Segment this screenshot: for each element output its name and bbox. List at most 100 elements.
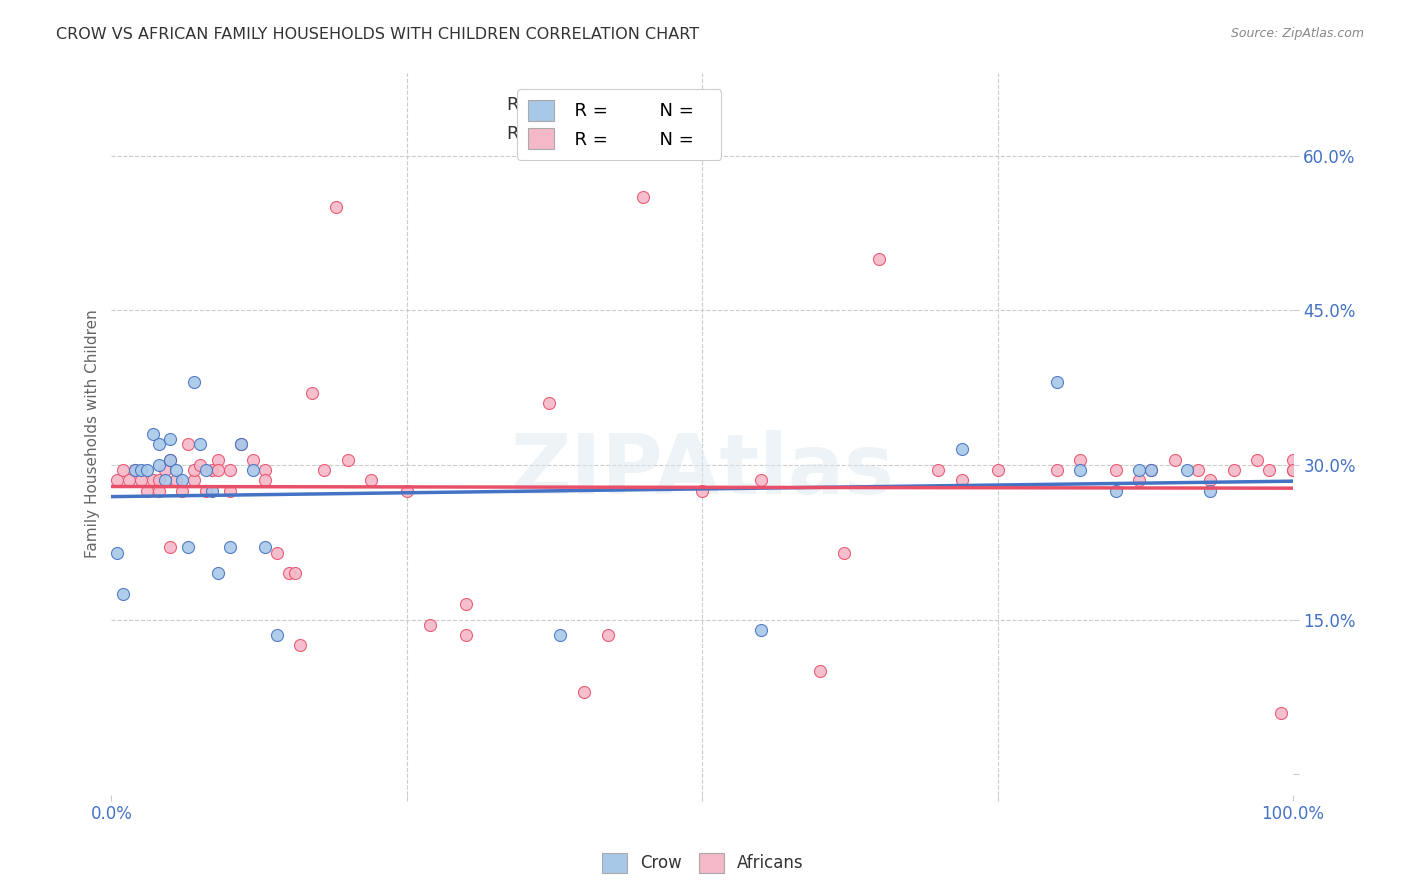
Point xyxy=(253,541,276,555)
Point xyxy=(277,566,299,581)
Point xyxy=(201,483,224,498)
Point xyxy=(135,463,157,477)
Point xyxy=(537,396,560,410)
Legend: Crow, Africans: Crow, Africans xyxy=(596,847,810,880)
Point xyxy=(290,639,312,653)
Point xyxy=(124,463,146,477)
Point xyxy=(153,474,176,488)
Point xyxy=(395,483,418,498)
Point xyxy=(177,437,200,451)
Point xyxy=(188,458,211,472)
Text: 0.127: 0.127 xyxy=(564,96,616,114)
Point xyxy=(159,541,181,555)
Point xyxy=(218,463,240,477)
Point xyxy=(194,483,217,498)
Point xyxy=(419,618,441,632)
Point xyxy=(165,474,187,488)
Point xyxy=(1128,474,1150,488)
Text: CROW VS AFRICAN FAMILY HOUSEHOLDS WITH CHILDREN CORRELATION CHART: CROW VS AFRICAN FAMILY HOUSEHOLDS WITH C… xyxy=(56,27,699,42)
Point xyxy=(1069,452,1091,467)
Point xyxy=(1105,483,1128,498)
Point xyxy=(1187,463,1209,477)
Point xyxy=(148,474,170,488)
Text: Source: ZipAtlas.com: Source: ZipAtlas.com xyxy=(1230,27,1364,40)
Point xyxy=(1282,463,1305,477)
Point xyxy=(1246,452,1268,467)
Point xyxy=(1046,376,1069,390)
Y-axis label: Family Households with Children: Family Households with Children xyxy=(86,310,100,558)
Point xyxy=(572,685,595,699)
Point xyxy=(868,252,890,266)
Point xyxy=(183,463,205,477)
Point xyxy=(749,474,772,488)
Text: R =: R = xyxy=(508,126,546,144)
Point xyxy=(218,483,240,498)
Point xyxy=(165,463,187,477)
Point xyxy=(172,474,194,488)
Point xyxy=(207,566,229,581)
Point xyxy=(360,474,382,488)
Point xyxy=(550,628,572,642)
Text: N =: N = xyxy=(631,96,671,114)
Point xyxy=(153,463,176,477)
Point xyxy=(148,458,170,472)
Point xyxy=(242,452,264,467)
Point xyxy=(1199,483,1222,498)
Point xyxy=(159,452,181,467)
Text: R =: R = xyxy=(508,96,546,114)
Point xyxy=(142,474,165,488)
Point xyxy=(927,463,949,477)
Point xyxy=(1258,463,1281,477)
Point xyxy=(631,190,654,204)
Point xyxy=(118,474,141,488)
Point xyxy=(231,437,253,451)
Point xyxy=(207,452,229,467)
Point xyxy=(1140,463,1163,477)
Point xyxy=(454,628,477,642)
Point xyxy=(690,483,713,498)
Point xyxy=(301,385,323,400)
Point xyxy=(325,200,347,214)
Point xyxy=(1175,463,1198,477)
Point xyxy=(1164,452,1187,467)
Point xyxy=(148,483,170,498)
Point xyxy=(253,463,276,477)
Point xyxy=(950,442,973,457)
Point xyxy=(105,546,128,560)
Point xyxy=(183,474,205,488)
Point xyxy=(253,474,276,488)
Text: ZIPAtlas: ZIPAtlas xyxy=(510,430,894,510)
Point xyxy=(950,474,973,488)
Point xyxy=(124,463,146,477)
Point xyxy=(194,463,217,477)
Point xyxy=(1282,463,1305,477)
Point xyxy=(112,587,135,601)
Point xyxy=(1046,463,1069,477)
Point xyxy=(314,463,336,477)
Point xyxy=(231,437,253,451)
Point xyxy=(129,463,152,477)
Point xyxy=(142,427,165,442)
Point xyxy=(1128,463,1150,477)
Point xyxy=(1270,706,1292,720)
Legend:   R =         N =   ,   R =         N =   : R = N = , R = N = xyxy=(517,89,721,160)
Point xyxy=(172,483,194,498)
Text: N =: N = xyxy=(631,126,671,144)
Point xyxy=(105,474,128,488)
Point xyxy=(336,452,359,467)
Text: 68: 68 xyxy=(688,126,711,144)
Point xyxy=(148,437,170,451)
Point xyxy=(454,597,477,611)
Point xyxy=(242,463,264,477)
Point xyxy=(1223,463,1246,477)
Point xyxy=(188,437,211,451)
Point xyxy=(808,665,831,679)
Point xyxy=(112,463,135,477)
Point xyxy=(159,452,181,467)
Point xyxy=(177,541,200,555)
Point xyxy=(207,463,229,477)
Point xyxy=(1140,463,1163,477)
Point xyxy=(201,463,224,477)
Point xyxy=(183,376,205,390)
Point xyxy=(1199,474,1222,488)
